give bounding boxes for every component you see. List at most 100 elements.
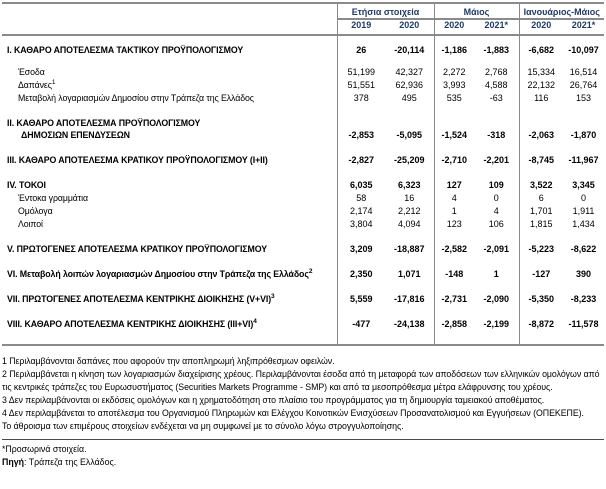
row-label-text: Δαπάνες1 xyxy=(18,79,56,90)
table-body: I. ΚΑΘΑΡΟ ΑΠΟΤΕΛΕΣΜΑ ΤΑΚΤΙΚΟΥ ΠΡΟΫΠΟΛΟΓΙ… xyxy=(2,35,604,345)
value-cell: 5,559 xyxy=(336,280,385,305)
footnote-line: 3 Δεν περιλαμβάνονται οι εκδόσεις ομολόγ… xyxy=(2,395,545,405)
value-cell: 106 xyxy=(488,219,504,229)
value-cell: -318 xyxy=(487,130,506,140)
table-row: II. ΚΑΘΑΡΟ ΑΠΟΤΕΛΕΣΜΑ ΠΡΟΫΠΟΛΟΓΙΣΜΟΥ ΔΗΜΟ… xyxy=(2,104,604,141)
value-cell: -1,883 xyxy=(483,45,510,55)
row-label-text: I. ΚΑΘΑΡΟ ΑΠΟΤΕΛΕΣΜΑ ΤΑΚΤΙΚΟΥ ΠΡΟΫΠΟΛΟΓΙ… xyxy=(7,45,244,55)
value-cell: 0 xyxy=(581,193,587,203)
value-cell: 6,035 xyxy=(336,166,385,191)
provisional-note: *Προσωρινά στοιχεία. xyxy=(2,443,604,456)
row-label-text: Μεταβολή λογαριασμών Δημοσίου στην Τράπε… xyxy=(18,93,254,103)
value-cell: -1,524 xyxy=(433,104,474,141)
row-label-text: V. ΠΡΩΤΟΓΕΝΕΣ ΑΠΟΤΕΛΕΣΜΑ ΚΡΑΤΙΚΟΥ ΠΡΟΫΠΟ… xyxy=(7,244,267,254)
value-cell: 1,911 xyxy=(572,206,595,216)
value-cell: 2,350 xyxy=(336,255,385,280)
col-group-label: Ετήσια στοιχεία xyxy=(336,3,434,20)
value-cell: 22,132 xyxy=(518,78,563,91)
value-cell: -63 xyxy=(489,93,503,103)
col-group-label: Μάιος xyxy=(433,3,519,20)
row-label: II. ΚΑΘΑΡΟ ΑΠΟΤΕΛΕΣΜΑ ΠΡΟΫΠΟΛΟΓΙΣΜΟΥ ΔΗΜΟ… xyxy=(2,104,337,141)
value-cell: -2,853 xyxy=(336,104,385,141)
value-cell: 1 xyxy=(493,269,499,279)
value-cell: 127 xyxy=(433,166,474,191)
value-cell: 51,551 xyxy=(336,78,385,91)
value-cell: 3,345 xyxy=(572,180,595,190)
value-cell: 3,209 xyxy=(336,230,385,255)
footer-divider xyxy=(2,439,604,440)
value-cell: 0 xyxy=(493,193,499,203)
value-cell: -18,887 xyxy=(393,244,425,254)
value-cell: -10,097 xyxy=(568,45,599,55)
footnote-line: Το άθροισμα των επιμέρους στοιχείων ενδέ… xyxy=(2,421,404,431)
value-cell: 4 xyxy=(493,206,499,216)
year-header: 2021* xyxy=(474,19,519,36)
superscript-marker: 1 xyxy=(51,79,56,87)
value-cell: -6,682 xyxy=(518,35,563,56)
value-cell: -17,816 xyxy=(393,294,425,304)
table-row: Έντοκα γραμμάτια 58 16 4 0 6 0 xyxy=(2,191,604,204)
value-cell: -2,731 xyxy=(433,280,474,305)
value-cell: 2,768 xyxy=(484,67,508,77)
value-cell: -24,138 xyxy=(393,319,425,329)
table-row: Μεταβολή λογαριασμών Δημοσίου στην Τράπε… xyxy=(2,91,604,104)
table-row: Έσοδα 51,199 42,327 2,272 2,768 15,334 16,514 xyxy=(2,56,604,78)
value-cell: 26 xyxy=(336,35,385,56)
value-cell: 6,323 xyxy=(397,180,421,190)
value-cell: -1,186 xyxy=(433,35,474,56)
value-cell: 153 xyxy=(575,93,592,103)
table-row: VI. Μεταβολή λοιπών λογαριασμών Δημοσίου… xyxy=(2,255,604,280)
footnote-line: 4 Δεν περιλαμβάνεται το αποτέλεσμα του Ο… xyxy=(2,408,584,418)
table-row: Λοιποί 3,804 4,094 123 106 1,815 1,434 xyxy=(2,217,604,230)
value-cell: 2,212 xyxy=(397,206,421,216)
row-label-text: Έντοκα γραμμάτια xyxy=(18,193,88,203)
footnote-line: 2 Περιλαμβάνεται η κίνηση των λογαριασμώ… xyxy=(2,369,600,392)
value-cell: 26,764 xyxy=(569,80,598,90)
row-label: I. ΚΑΘΑΡΟ ΑΠΟΤΕΛΕΣΜΑ ΤΑΚΤΙΚΟΥ ΠΡΟΫΠΟΛΟΓΙ… xyxy=(2,35,337,56)
year-header: 2021* xyxy=(563,19,605,36)
row-label: Μεταβολή λογαριασμών Δημοσίου στην Τράπε… xyxy=(2,91,337,104)
provisional-note-text: *Προσωρινά στοιχεία. xyxy=(2,444,87,454)
value-cell: -127 xyxy=(518,255,563,280)
superscript-marker: 3 xyxy=(271,293,275,301)
value-cell: -11,578 xyxy=(568,319,599,329)
value-cell: 58 xyxy=(336,191,385,204)
value-cell: -25,209 xyxy=(393,155,425,165)
row-label-text: III. ΚΑΘΑΡΟ ΑΠΟΤΕΛΕΣΜΑ ΚΡΑΤΙΚΟΥ ΠΡΟΫΠΟΛΟ… xyxy=(7,155,268,165)
header-label-spacer xyxy=(2,3,337,36)
value-cell: -2,710 xyxy=(433,141,474,166)
source-text: : Τράπεζα της Ελλάδος. xyxy=(24,457,117,467)
value-cell: 3,522 xyxy=(518,166,563,191)
table-row: VIII. ΚΑΘΑΡΟ ΑΠΟΤΕΛΕΣΜΑ ΚΕΝΤΡΙΚΗΣ ΔΙΟΙΚΗ… xyxy=(2,305,604,345)
row-label-text: Ομόλογα xyxy=(18,206,53,216)
value-cell: 1,071 xyxy=(397,269,421,279)
value-cell: 1,701 xyxy=(518,204,563,217)
row-label-text: VII. ΠΡΩΤΟΓΕΝΕΣ ΑΠΟΤΕΛΕΣΜΑ ΚΕΝΤΡΙΚΗΣ ΔΙΟ… xyxy=(7,293,275,304)
superscript-marker: 2 xyxy=(308,268,313,276)
value-cell: 4 xyxy=(433,191,474,204)
year-header: 2020 xyxy=(385,19,434,36)
source-label: Πηγή xyxy=(2,457,24,467)
value-cell: -8,622 xyxy=(570,244,597,254)
value-cell: -2,063 xyxy=(518,104,563,141)
table-row: V. ΠΡΩΤΟΓΕΝΕΣ ΑΠΟΤΕΛΕΣΜΑ ΚΡΑΤΙΚΟΥ ΠΡΟΫΠΟ… xyxy=(2,230,604,255)
row-label-text: VIII. ΚΑΘΑΡΟ ΑΠΟΤΕΛΕΣΜΑ ΚΕΝΤΡΙΚΗΣ ΔΙΟΙΚΗ… xyxy=(7,318,257,329)
value-cell: -5,223 xyxy=(518,230,563,255)
value-cell: 42,327 xyxy=(395,67,424,77)
row-label: IV. ΤΟΚΟΙ xyxy=(2,166,337,191)
table-row: IV. ΤΟΚΟΙ 6,035 6,323 127 109 3,522 3,345 xyxy=(2,166,604,191)
value-cell: -20,114 xyxy=(394,45,425,55)
value-cell: -2,090 xyxy=(483,294,510,304)
value-cell: -2,199 xyxy=(483,319,510,329)
value-cell: -2,827 xyxy=(336,141,385,166)
value-cell: -477 xyxy=(336,305,385,345)
value-cell: 16,514 xyxy=(569,67,598,77)
table-row: Ομόλογα 2,174 2,212 1 4 1,701 1,911 xyxy=(2,204,604,217)
table-header: Ετήσια στοιχεία Μάιος Ιανουάριος-Μάιος 201… xyxy=(2,3,605,36)
table-row: III. ΚΑΘΑΡΟ ΑΠΟΤΕΛΕΣΜΑ ΚΡΑΤΙΚΟΥ ΠΡΟΫΠΟΛΟ… xyxy=(2,141,604,166)
value-cell: 4,588 xyxy=(484,80,508,90)
value-cell: -2,858 xyxy=(433,305,474,345)
footnotes: 1 Περιλαμβάνονται δαπάνες που αφορούν τη… xyxy=(2,355,604,433)
row-label-text: IV. ΤΟΚΟΙ xyxy=(7,180,46,190)
value-cell: 51,199 xyxy=(336,56,385,78)
